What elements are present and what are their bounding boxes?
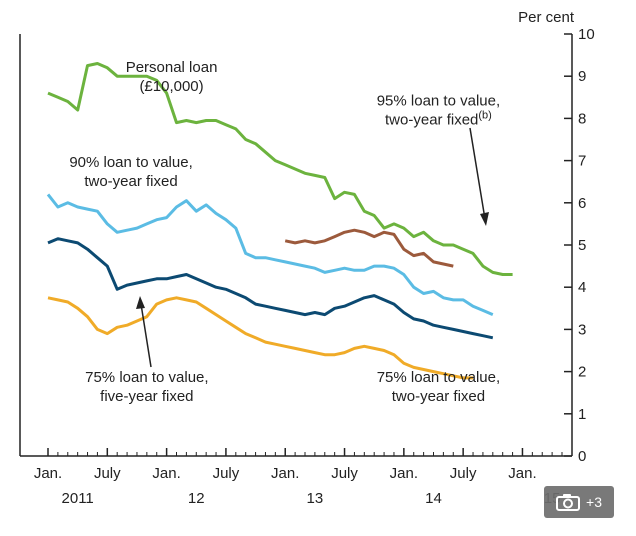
y-axis-unit-label: Per cent [518, 9, 575, 26]
series-line-0 [47, 62, 513, 276]
y-tick-label: 0 [578, 448, 586, 465]
x-tick-label: July [94, 465, 121, 482]
annotation-2: 95% loan to value, two-year fixed(b) [377, 93, 500, 129]
x-year-label: 14 [425, 490, 442, 507]
arrow-75pct-five-year-head [136, 296, 145, 309]
y-tick-label: 6 [578, 195, 586, 212]
series-lines [46, 62, 513, 380]
x-tick-label: Jan. [152, 465, 180, 482]
annotations: Personal loan (£10,000) 90% loan to value,… [69, 59, 500, 405]
x-tick-label: July [450, 465, 477, 482]
y-tick-label: 7 [578, 153, 586, 170]
x-tick-label: July [331, 465, 358, 482]
y-tick-label: 8 [578, 110, 586, 127]
annotation-arrows [136, 127, 489, 368]
x-tick-label: Jan. [508, 465, 536, 482]
y-ticks: 0 1 2 3 4 5 6 7 8 9 10 [564, 26, 595, 465]
x-year-label: 13 [307, 490, 324, 507]
y-tick-label: 4 [578, 279, 586, 296]
annotation-1: 90% loan to value, two-year fixed [69, 154, 192, 190]
x-tick-label: Jan. [271, 465, 299, 482]
y-tick-label: 1 [578, 406, 586, 423]
x-tick-label: Jan. [34, 465, 62, 482]
camera-icon [556, 494, 581, 511]
series-line-4 [47, 296, 473, 380]
x-tick-label: Jan. [390, 465, 418, 482]
series-line-2 [284, 228, 454, 268]
y-tick-label: 10 [578, 26, 595, 43]
photo-count: +3 [586, 494, 602, 510]
arrow-95pct-head [480, 212, 489, 226]
annotation-4: 75% loan to value, two-year fixed [377, 369, 500, 405]
arrow-75pct-five-year [140, 303, 152, 368]
y-tick-label: 2 [578, 364, 586, 381]
annotation-3: 75% loan to value, five-year fixed [85, 369, 208, 405]
photo-count-badge[interactable]: +3 [544, 486, 614, 518]
y-tick-label: 9 [578, 68, 586, 85]
y-tick-label: 5 [578, 237, 586, 254]
x-ticks: Jan. July Jan. July Jan. July Jan. July Jan.2011… [34, 448, 563, 507]
x-year-label: 12 [188, 490, 205, 507]
x-year-label: 2011 [62, 490, 94, 507]
x-tick-label: July [213, 465, 240, 482]
annotation-0: Personal loan (£10,000) [126, 59, 218, 95]
series-line-1 [46, 193, 494, 316]
y-tick-label: 3 [578, 321, 586, 338]
series-line-3 [47, 237, 494, 340]
arrow-95pct [469, 127, 486, 220]
